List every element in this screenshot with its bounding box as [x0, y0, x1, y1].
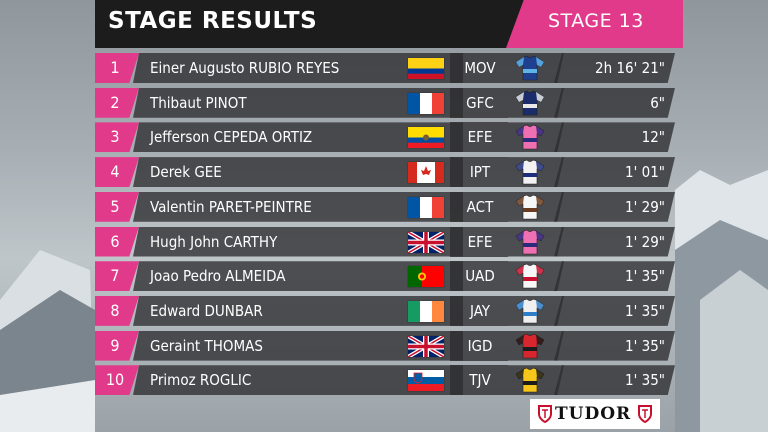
- finish-time: 1' 35": [625, 336, 665, 355]
- rider-name: Jefferson CEPEDA ORTIZ: [150, 128, 313, 147]
- canada-flag: [408, 162, 444, 184]
- movistar-jersey-icon: [515, 55, 545, 81]
- page-title: STAGE RESULTS: [108, 8, 318, 34]
- finish-time: 12": [641, 128, 665, 147]
- colombia-flag: [408, 58, 444, 79]
- rider-name: Edward DUNBAR: [150, 301, 263, 320]
- finish-time: 1' 29": [625, 197, 665, 216]
- team-code: MOV: [464, 59, 496, 77]
- time-panel: [554, 295, 675, 326]
- ineos-jersey-icon: [515, 333, 545, 359]
- time-panel: [554, 122, 675, 153]
- finish-time: 1' 35": [625, 267, 665, 286]
- jumbo-jersey-icon: [515, 367, 545, 393]
- rank-number: 7: [110, 266, 120, 286]
- sponsor-name: TUDOR: [555, 404, 632, 424]
- finish-time: 1' 35": [625, 301, 665, 320]
- table-row: 8 Edward DUNBAR JAY 1' 35": [95, 295, 675, 326]
- finish-time: 2h 16' 21": [595, 59, 665, 77]
- table-row: 9 Geraint THOMAS IGD 1' 35": [95, 330, 675, 361]
- uae-jersey-icon: [515, 263, 545, 289]
- team-code-panel: [450, 191, 508, 222]
- rank-number: 9: [110, 335, 120, 355]
- team-code: JAY: [469, 301, 491, 320]
- ireland-flag: [408, 300, 444, 322]
- team-code: EFE: [467, 232, 493, 251]
- table-row: 10 Primoz ROGLIC TJV 1' 35": [95, 365, 675, 396]
- rank-number: 6: [110, 231, 120, 251]
- time-panel: [554, 87, 675, 118]
- stage-badge-panel: [506, 0, 683, 48]
- shield-icon: [638, 405, 652, 423]
- team-code-panel: [450, 365, 508, 396]
- rank-number: 1: [110, 58, 120, 77]
- team-code: GFC: [466, 93, 494, 112]
- rank-number: 5: [110, 196, 120, 216]
- jayco-jersey-icon: [515, 298, 545, 324]
- israel-jersey-icon: [515, 159, 545, 185]
- header-title-panel: [95, 0, 525, 48]
- rider-name: Thibaut PINOT: [150, 93, 247, 112]
- team-code-panel: [450, 53, 508, 83]
- rider-name: Primoz ROGLIC: [150, 371, 252, 390]
- time-panel: [554, 261, 675, 292]
- rank-number: 2: [110, 92, 120, 112]
- time-panel: [554, 191, 675, 222]
- sponsor-logo: TUDOR: [530, 399, 660, 429]
- team-code: IPT: [469, 163, 491, 182]
- rank-number: 8: [110, 300, 120, 320]
- time-panel: [554, 330, 675, 361]
- table-row: 7 Joao Pedro ALMEIDA UAD 1' 35": [95, 261, 675, 292]
- groupama-jersey-icon: [515, 90, 545, 116]
- team-code: UAD: [465, 267, 495, 286]
- uk-flag: [408, 335, 444, 357]
- rider-name: Derek GEE: [150, 163, 222, 182]
- team-code-panel: [450, 87, 508, 118]
- team-code: IGD: [467, 336, 493, 355]
- time-panel: [554, 53, 675, 83]
- table-row: 6 Hugh John CARTHY EFE 1' 29": [95, 226, 675, 257]
- table-row: 3 Jefferson CEPEDA ORTIZ EFE 12": [95, 122, 675, 153]
- rider-name: Geraint THOMAS: [150, 336, 263, 355]
- team-code-panel: [450, 226, 508, 257]
- france-flag: [408, 196, 444, 218]
- team-code-panel: [450, 122, 508, 153]
- team-code: EFE: [467, 128, 493, 147]
- team-code-panel: [450, 295, 508, 326]
- france-flag: [408, 92, 444, 114]
- finish-time: 6": [650, 93, 665, 112]
- slovenia-flag: [408, 370, 444, 392]
- stage-badge: STAGE 13: [548, 10, 644, 32]
- rider-name: Joao Pedro ALMEIDA: [150, 267, 286, 286]
- uk-flag: [408, 231, 444, 253]
- team-code-panel: [450, 157, 508, 188]
- team-code-panel: [450, 330, 508, 361]
- table-row: 4 Derek GEE IPT 1' 01": [95, 157, 675, 188]
- rider-name: Einer Augusto RUBIO REYES: [150, 59, 340, 77]
- ag2r-jersey-icon: [515, 194, 545, 220]
- time-panel: [554, 365, 675, 396]
- finish-time: 1' 01": [625, 163, 665, 182]
- team-code: ACT: [466, 197, 494, 216]
- rank-number: 3: [110, 127, 120, 147]
- ecuador-flag: [408, 127, 444, 149]
- ef-jersey-icon: [515, 124, 545, 150]
- rider-name: Valentin PARET-PEINTRE: [150, 197, 312, 216]
- portugal-flag: [408, 266, 444, 288]
- ef-jersey-icon: [515, 229, 545, 255]
- time-panel: [554, 226, 675, 257]
- rank-number: 4: [110, 162, 120, 182]
- shield-icon: [538, 405, 552, 423]
- table-row: 1 Einer Augusto RUBIO REYES MOV 2h 16' 21": [95, 53, 675, 83]
- time-panel: [554, 157, 675, 188]
- team-code-panel: [450, 261, 508, 292]
- finish-time: 1' 29": [625, 232, 665, 251]
- rank-number: 10: [105, 370, 125, 390]
- team-code: TJV: [469, 371, 491, 390]
- table-row: 2 Thibaut PINOT GFC 6": [95, 87, 675, 118]
- finish-time: 1' 35": [625, 371, 665, 390]
- rider-name: Hugh John CARTHY: [150, 232, 278, 251]
- table-row: 5 Valentin PARET-PEINTRE ACT 1' 29": [95, 191, 675, 222]
